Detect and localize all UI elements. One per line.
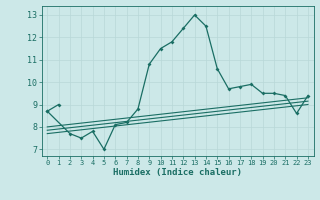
X-axis label: Humidex (Indice chaleur): Humidex (Indice chaleur) — [113, 168, 242, 177]
